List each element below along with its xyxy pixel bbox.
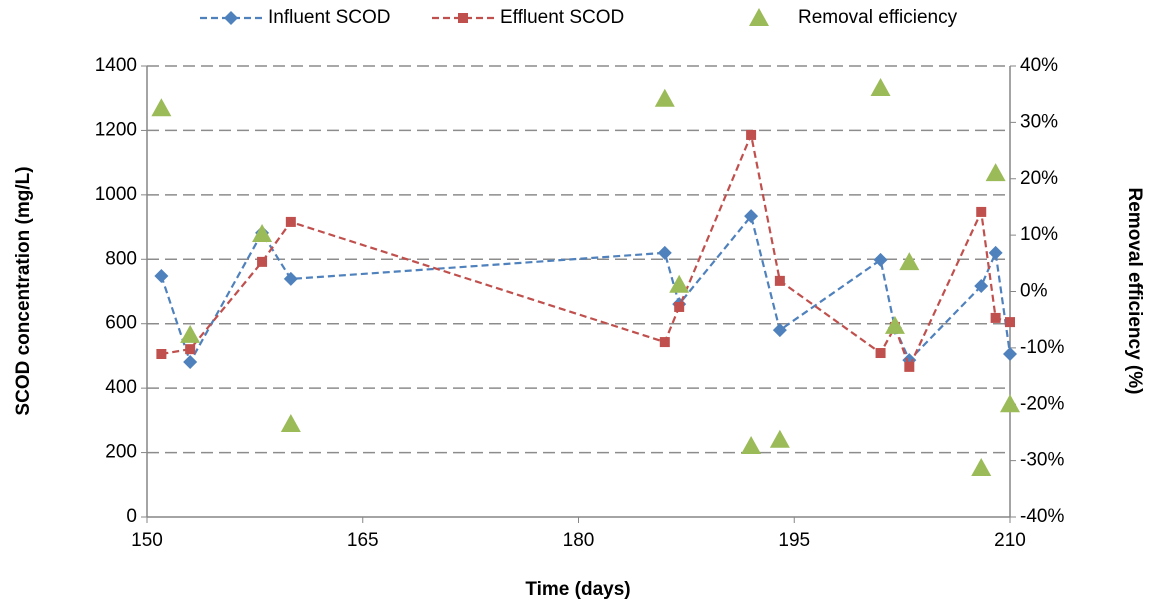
y2-tick-label: 10% [1020,224,1058,245]
point [974,279,989,294]
point [1005,317,1015,328]
y-tick-label: 800 [105,248,137,269]
y-tick-label: 600 [105,313,137,334]
y2-tick-label: 20% [1020,168,1058,189]
y-tick-label: 1000 [95,184,137,205]
point [669,274,690,293]
point [985,163,1006,182]
point [252,223,273,242]
point [744,209,759,224]
point [154,269,169,284]
point [988,245,1003,260]
point [654,88,675,107]
x-tick-label: 150 [131,530,163,551]
point [1000,394,1020,413]
x-tick-label: 165 [347,530,379,551]
y2-tick-label: 0% [1020,281,1048,302]
y-tick-label: 400 [105,377,137,398]
point [657,245,672,260]
point [769,429,790,448]
point [772,323,787,338]
point [1003,346,1017,361]
x-tick-label: 180 [563,530,595,551]
legend-label: Removal efficiency [798,7,958,28]
point [990,312,1001,323]
y2-tick-label: -30% [1020,450,1064,471]
legend-marker [458,13,468,23]
point [674,301,685,312]
point [280,413,301,432]
y2-tick-label: 40% [1020,55,1058,76]
x-axis-label: Time (days) [525,579,630,600]
point [875,348,886,359]
point [659,337,670,348]
y-tick-label: 1400 [95,55,137,76]
point [151,98,172,117]
legend-marker [749,8,769,26]
y-axis-label: SCOD concentration (mg/L) [13,166,34,415]
y-tick-label: 1200 [95,119,137,140]
point [774,275,785,286]
y2-tick-label: -10% [1020,337,1064,358]
point [971,457,992,476]
point [904,361,915,372]
y-tick-label: 0 [126,506,137,527]
series-line [161,131,1011,370]
point [156,348,167,359]
point [283,271,298,286]
point [899,252,920,271]
legend-label: Effluent SCOD [500,7,624,28]
y2-tick-label: 30% [1020,111,1058,132]
y-tick-label: 200 [105,442,137,463]
point [185,344,196,355]
point [884,315,905,334]
x-tick-label: 195 [778,530,810,551]
point [180,324,201,343]
y2-tick-label: -40% [1020,506,1064,527]
point [285,216,296,227]
point [976,206,987,217]
y2-tick-label: -20% [1020,393,1064,414]
x-tick-label: 210 [994,530,1026,551]
point [746,129,757,140]
point [257,256,268,267]
y2-axis-label: Removal efficiency (%) [1124,188,1145,395]
point [183,355,198,370]
series-line [160,213,1012,365]
legend-label: Influent SCOD [268,7,391,28]
point [870,77,891,96]
point [741,435,762,454]
point [873,252,888,267]
legend-marker [224,11,238,25]
